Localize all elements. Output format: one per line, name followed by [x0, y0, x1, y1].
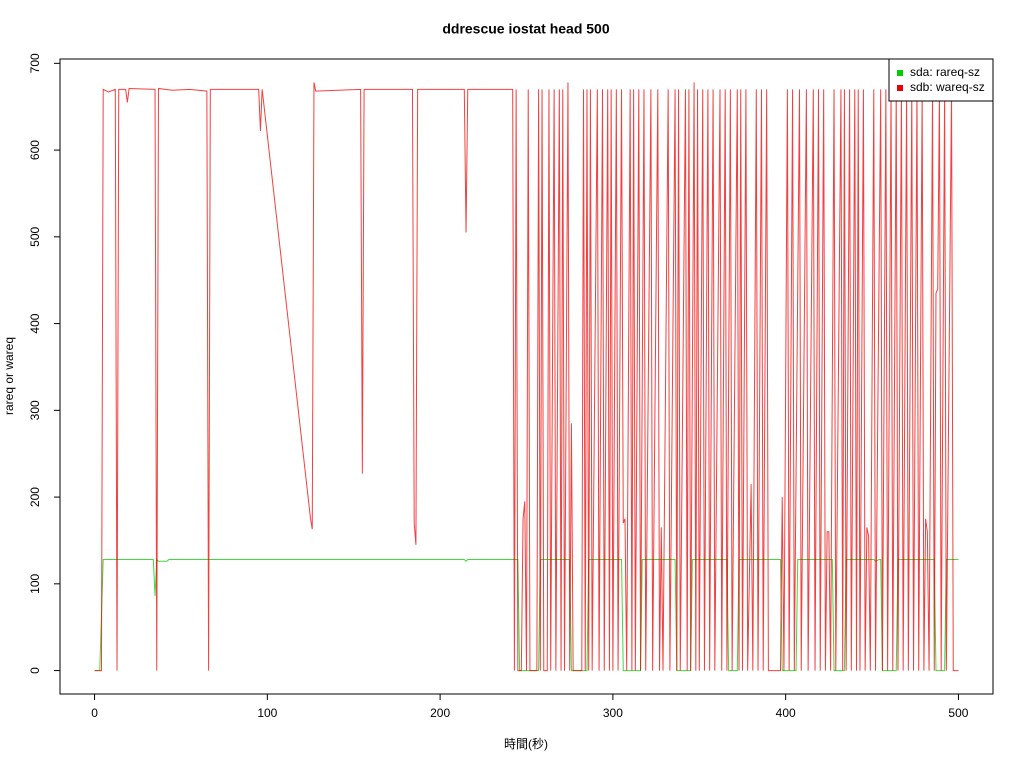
x-tick-label: 500	[948, 706, 968, 720]
y-tick-label: 0	[28, 667, 42, 674]
y-tick-label: 600	[28, 140, 42, 160]
x-tick-label: 0	[91, 706, 98, 720]
x-tick-label: 100	[257, 706, 277, 720]
chart-title: ddrescue iostat head 500	[442, 21, 610, 37]
series-line	[94, 82, 959, 672]
series-line	[94, 558, 959, 672]
y-tick-label: 100	[28, 573, 42, 593]
x-axis-label: 時間(秒)	[504, 737, 548, 751]
legend-label: sda: rareq-sz	[910, 65, 980, 79]
y-tick-label: 300	[28, 400, 42, 420]
y-tick-label: 200	[28, 487, 42, 507]
y-tick-label: 700	[28, 53, 42, 73]
legend-box	[888, 58, 994, 102]
x-tick-label: 400	[776, 706, 796, 720]
y-tick-label: 500	[28, 227, 42, 247]
y-axis-label: rareq or wareq	[2, 337, 16, 415]
legend-label: sdb: wareq-sz	[910, 80, 985, 94]
legend-swatch	[897, 70, 903, 76]
y-tick-label: 400	[28, 313, 42, 333]
x-tick-label: 200	[430, 706, 450, 720]
x-tick-label: 300	[603, 706, 623, 720]
legend-swatch	[897, 85, 903, 91]
